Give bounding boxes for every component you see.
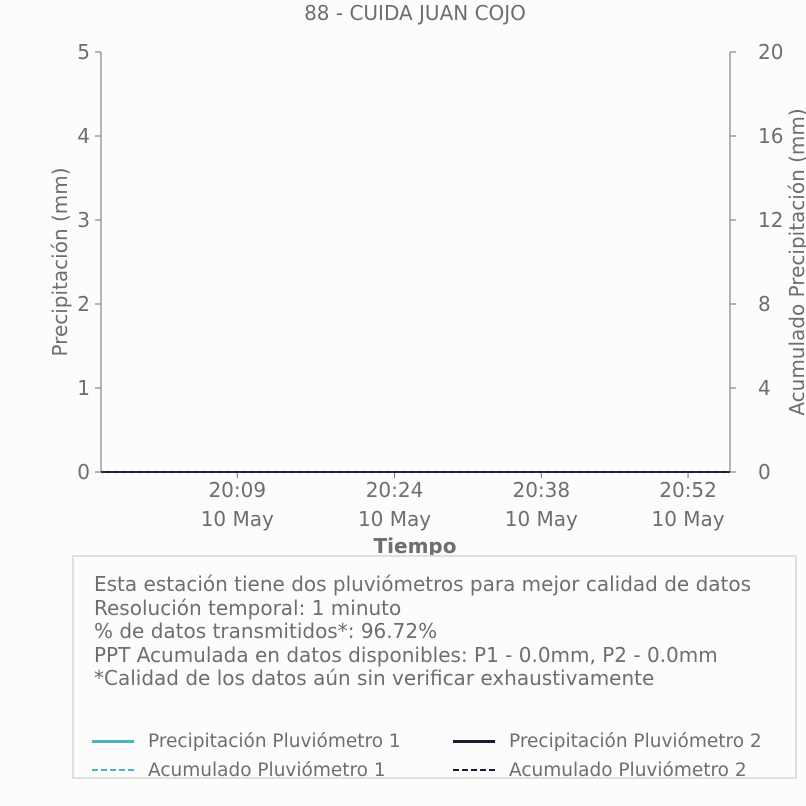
y-tick-label-right: 0 <box>758 460 771 484</box>
info-text: Esta estación tiene dos pluviómetros par… <box>94 572 752 691</box>
y-axis-label-left: Precipitación (mm) <box>48 167 72 356</box>
y-tick-label-left: 3 <box>77 208 90 232</box>
legend-swatch-accum-2 <box>453 769 495 771</box>
x-tick-label-time: 20:09 <box>208 478 266 502</box>
info-line-accumulated: PPT Acumulada en datos disponibles: P1 -… <box>94 642 718 667</box>
x-tick-label-time: 20:24 <box>366 478 424 502</box>
legend-label-precip-2: Precipitación Pluviómetro 2 <box>509 730 762 752</box>
info-line-quality-note: *Calidad de los datos aún sin verificar … <box>94 666 655 690</box>
y-tick-label-left: 5 <box>77 40 90 64</box>
legend: Precipitación Pluviómetro 1 Precipitació… <box>92 729 792 789</box>
y-tick-label-right: 12 <box>758 208 783 232</box>
x-axis-label: Tiempo <box>374 534 457 558</box>
legend-swatch-accum-1 <box>92 769 134 771</box>
x-tick-label-date: 10 May <box>358 507 431 531</box>
legend-label-accum-2: Acumulado Pluviómetro 2 <box>509 759 747 781</box>
legend-item-precip-2: Precipitación Pluviómetro 2 <box>453 729 762 753</box>
legend-label-accum-1: Acumulado Pluviómetro 1 <box>148 759 386 781</box>
info-line-stations: Esta estación tiene dos pluviómetros par… <box>94 572 752 596</box>
y-tick-label-right: 20 <box>758 40 783 64</box>
legend-item-precip-1: Precipitación Pluviómetro 1 <box>92 729 401 753</box>
info-line-transmitted: % de datos transmitidos*: 96.72% <box>94 619 438 643</box>
chart: 88 - CUIDA JUAN COJO 01234504812162020:0… <box>48 1 806 558</box>
y-tick-label-right: 8 <box>758 292 771 316</box>
y-tick-label-left: 4 <box>77 124 90 148</box>
x-tick-label-time: 20:38 <box>512 478 570 502</box>
x-tick-label-time: 20:52 <box>659 478 717 502</box>
legend-label-precip-1: Precipitación Pluviómetro 1 <box>148 730 401 752</box>
y-tick-label-right: 16 <box>758 124 783 148</box>
y-tick-label-left: 1 <box>77 376 90 400</box>
legend-swatch-precip-2 <box>453 739 495 743</box>
y-tick-label-right: 4 <box>758 376 771 400</box>
info-line-resolution: Resolución temporal: 1 minuto <box>94 595 402 620</box>
legend-swatch-precip-1 <box>92 739 134 743</box>
x-tick-label-date: 10 May <box>505 507 578 531</box>
legend-item-accum-1: Acumulado Pluviómetro 1 <box>92 758 386 782</box>
x-tick-label-date: 10 May <box>201 507 274 531</box>
y-tick-label-left: 0 <box>77 460 90 484</box>
x-tick-label-date: 10 May <box>651 507 724 531</box>
y-axis-label-right: Acumulado Precipitación (mm) <box>785 108 806 415</box>
info-box: Esta estación tiene dos pluviómetros par… <box>72 555 797 781</box>
chart-title: 88 - CUIDA JUAN COJO <box>304 1 526 25</box>
legend-item-accum-2: Acumulado Pluviómetro 2 <box>453 758 747 782</box>
y-tick-label-left: 2 <box>77 292 90 316</box>
